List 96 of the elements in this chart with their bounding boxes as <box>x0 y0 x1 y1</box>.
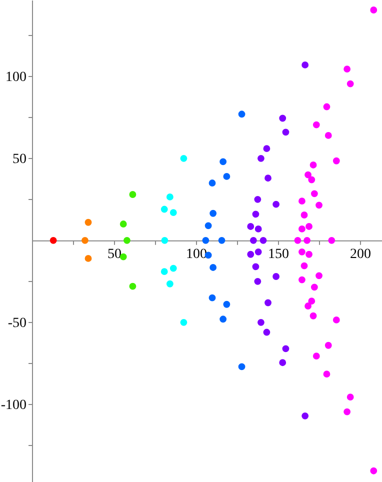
y-tick-label: -50 <box>8 316 26 331</box>
point <box>254 196 262 203</box>
point <box>160 206 168 213</box>
point <box>310 284 318 291</box>
point <box>129 191 136 198</box>
point <box>124 236 130 244</box>
point <box>316 202 322 209</box>
point <box>272 273 280 280</box>
x-tick-label: 200 <box>350 246 372 262</box>
point <box>346 394 354 401</box>
point <box>263 145 270 152</box>
point <box>300 262 308 270</box>
point <box>316 272 322 280</box>
point <box>180 154 188 162</box>
point <box>279 359 286 366</box>
point <box>302 61 309 68</box>
point <box>324 132 332 139</box>
point <box>308 298 316 305</box>
point <box>223 173 230 180</box>
point <box>170 264 177 272</box>
point <box>84 255 92 262</box>
point <box>260 236 267 244</box>
point <box>82 236 88 244</box>
point <box>323 103 330 110</box>
point <box>324 342 332 349</box>
point <box>257 318 264 326</box>
point <box>328 236 336 244</box>
point <box>254 278 262 285</box>
point <box>346 80 354 88</box>
point <box>247 223 254 230</box>
point <box>298 248 306 256</box>
point <box>208 294 216 302</box>
point <box>264 174 272 182</box>
point <box>202 236 210 244</box>
point <box>263 328 270 336</box>
point <box>304 302 312 310</box>
point <box>120 220 127 228</box>
point <box>170 209 177 216</box>
point <box>129 282 136 290</box>
point <box>272 200 280 208</box>
point <box>370 467 378 474</box>
point <box>370 6 378 14</box>
point <box>302 412 309 420</box>
point <box>279 114 286 122</box>
point <box>323 370 330 378</box>
point <box>304 236 311 244</box>
x-tick-label: 150 <box>268 246 290 262</box>
point <box>257 154 264 162</box>
point <box>310 190 318 198</box>
point <box>308 176 316 184</box>
point <box>344 408 351 416</box>
point <box>332 157 340 164</box>
point <box>161 236 168 244</box>
point <box>282 128 290 136</box>
point <box>306 223 312 230</box>
point <box>254 248 262 256</box>
y-tick-label: 50 <box>12 152 26 167</box>
point <box>252 210 260 218</box>
y-tick-label: -100 <box>0 398 26 413</box>
point <box>166 194 174 200</box>
point <box>300 212 308 218</box>
point <box>166 280 174 288</box>
point <box>304 171 312 178</box>
point <box>344 66 351 72</box>
point <box>204 222 212 230</box>
point <box>223 300 230 308</box>
point <box>252 263 260 270</box>
point <box>238 110 246 118</box>
point <box>220 158 227 166</box>
point <box>160 268 168 276</box>
point <box>210 264 217 271</box>
point <box>312 121 320 128</box>
point <box>282 345 290 352</box>
point <box>250 236 257 244</box>
point <box>50 236 57 244</box>
point <box>208 180 216 186</box>
point <box>218 236 226 244</box>
point <box>312 352 320 360</box>
point <box>254 225 262 232</box>
point <box>298 198 306 205</box>
point <box>298 225 306 232</box>
point <box>264 299 272 306</box>
point <box>220 316 227 323</box>
x-tick-label: 50 <box>108 246 122 262</box>
point <box>332 316 340 324</box>
y-tick-label: 100 <box>6 70 26 85</box>
point <box>310 162 317 168</box>
point <box>210 210 217 217</box>
point <box>180 318 188 326</box>
point <box>306 250 312 258</box>
point <box>84 218 92 226</box>
point <box>310 312 317 320</box>
point <box>247 250 254 258</box>
point <box>238 363 246 370</box>
point <box>298 276 306 284</box>
point <box>294 236 302 244</box>
